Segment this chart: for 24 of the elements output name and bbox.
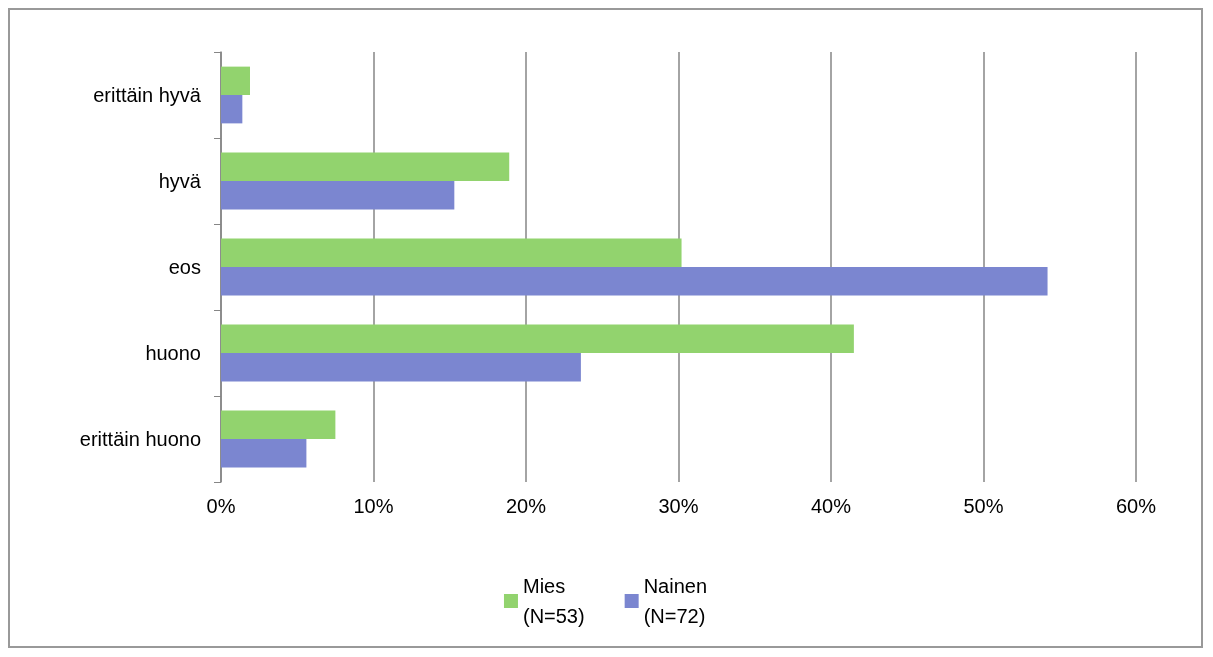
bar [221,410,336,439]
x-tick-label: 10% [353,495,394,517]
y-tick-label: eos [168,256,201,278]
bar [221,324,854,353]
legend-label: Nainen (N=72) [643,575,708,627]
legend-label: Mies (N=53) [522,575,585,627]
bar [221,353,581,382]
bar [221,66,250,95]
y-tick-label: hyvä [158,170,202,192]
bar [221,439,307,468]
bar [221,95,243,124]
x-tick-label: 50% [963,495,1004,517]
x-tick-label: 60% [1115,495,1157,517]
y-tick-label: huono [145,342,201,364]
x-tick-label: 20% [505,495,547,517]
bar [221,267,1048,296]
x-tick-label: 40% [810,495,852,517]
x-tick-label: 0% [206,495,236,517]
bar [221,152,510,181]
bar [221,181,455,210]
bar [221,238,682,267]
y-tick-label: erittäin hyvä [93,84,202,106]
y-tick-label: erittäin huono [79,428,201,450]
x-tick-label: 30% [658,495,699,517]
